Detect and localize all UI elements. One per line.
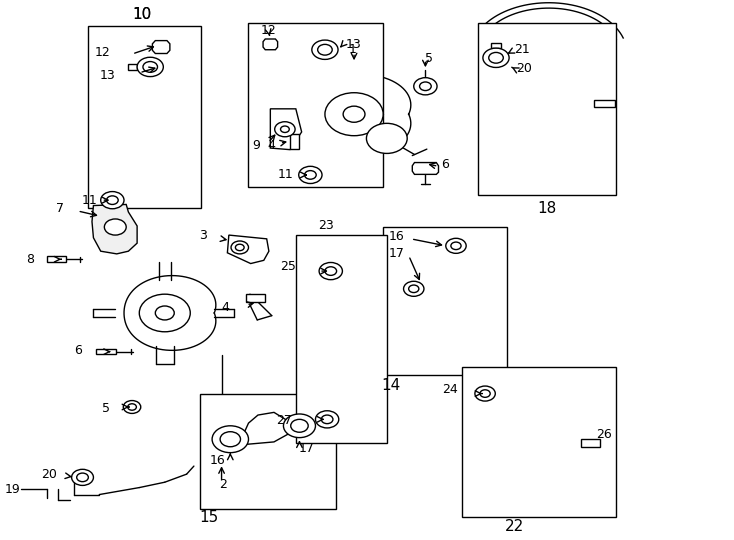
Circle shape bbox=[76, 473, 88, 482]
Circle shape bbox=[409, 285, 419, 293]
Circle shape bbox=[420, 82, 431, 91]
Text: 9: 9 bbox=[252, 139, 260, 152]
Circle shape bbox=[451, 242, 461, 249]
Text: 5: 5 bbox=[425, 52, 433, 65]
Text: 4: 4 bbox=[267, 139, 275, 152]
Polygon shape bbox=[47, 256, 66, 262]
Circle shape bbox=[404, 281, 424, 296]
Text: 16: 16 bbox=[389, 230, 404, 243]
Bar bbox=[290, 133, 299, 148]
Text: 10: 10 bbox=[132, 8, 151, 22]
Text: 20: 20 bbox=[41, 468, 57, 481]
Text: 26: 26 bbox=[596, 428, 611, 441]
Text: 2: 2 bbox=[219, 478, 227, 491]
Bar bbox=[249, 23, 383, 187]
Circle shape bbox=[104, 219, 126, 235]
Text: 6: 6 bbox=[74, 343, 81, 356]
Polygon shape bbox=[595, 100, 614, 107]
Bar bbox=[296, 235, 387, 443]
Text: 24: 24 bbox=[442, 383, 457, 396]
Text: 10: 10 bbox=[132, 8, 151, 22]
Text: 13: 13 bbox=[345, 38, 361, 51]
Circle shape bbox=[446, 238, 466, 253]
Text: 17: 17 bbox=[299, 442, 315, 455]
Circle shape bbox=[305, 171, 316, 179]
Circle shape bbox=[139, 294, 190, 332]
Polygon shape bbox=[581, 438, 600, 447]
Polygon shape bbox=[270, 109, 302, 150]
Text: 12: 12 bbox=[261, 24, 277, 37]
Polygon shape bbox=[96, 349, 116, 354]
Text: 14: 14 bbox=[381, 378, 400, 393]
Circle shape bbox=[299, 166, 322, 184]
Text: 21: 21 bbox=[515, 43, 530, 56]
Text: 11: 11 bbox=[277, 168, 294, 181]
Circle shape bbox=[489, 52, 504, 63]
Circle shape bbox=[291, 420, 308, 432]
Circle shape bbox=[128, 404, 137, 410]
Bar bbox=[478, 23, 616, 195]
Bar bbox=[88, 25, 201, 208]
Text: 15: 15 bbox=[199, 510, 218, 525]
Circle shape bbox=[319, 262, 342, 280]
Text: 27: 27 bbox=[276, 414, 292, 427]
Circle shape bbox=[312, 40, 338, 59]
Circle shape bbox=[321, 415, 333, 424]
Polygon shape bbox=[228, 235, 269, 264]
Text: 22: 22 bbox=[504, 519, 524, 534]
Bar bbox=[491, 43, 501, 48]
Bar bbox=[462, 367, 616, 517]
Text: 7: 7 bbox=[56, 202, 64, 215]
Text: 3: 3 bbox=[199, 228, 207, 241]
Polygon shape bbox=[92, 205, 137, 254]
Circle shape bbox=[101, 192, 124, 209]
Circle shape bbox=[283, 414, 316, 437]
Bar bbox=[383, 227, 507, 375]
Circle shape bbox=[480, 390, 490, 397]
Text: 19: 19 bbox=[5, 483, 21, 496]
Circle shape bbox=[318, 44, 333, 55]
Circle shape bbox=[483, 48, 509, 68]
Polygon shape bbox=[244, 413, 288, 444]
Text: 5: 5 bbox=[102, 402, 110, 415]
Circle shape bbox=[231, 241, 249, 254]
Circle shape bbox=[366, 123, 407, 153]
Circle shape bbox=[280, 126, 289, 132]
Polygon shape bbox=[413, 163, 438, 174]
Circle shape bbox=[137, 57, 164, 77]
Text: 4: 4 bbox=[222, 301, 230, 314]
Circle shape bbox=[475, 386, 495, 401]
Text: 8: 8 bbox=[26, 253, 34, 266]
Bar bbox=[247, 294, 264, 302]
Text: 25: 25 bbox=[280, 260, 296, 273]
Polygon shape bbox=[153, 40, 170, 53]
Circle shape bbox=[236, 244, 244, 251]
Circle shape bbox=[143, 62, 158, 72]
Text: 20: 20 bbox=[517, 62, 532, 75]
Circle shape bbox=[343, 106, 365, 122]
Circle shape bbox=[414, 78, 437, 95]
Circle shape bbox=[212, 426, 249, 453]
Text: 6: 6 bbox=[441, 158, 449, 171]
Circle shape bbox=[325, 267, 337, 275]
Text: 23: 23 bbox=[318, 219, 333, 232]
Text: 12: 12 bbox=[95, 46, 110, 59]
Polygon shape bbox=[263, 39, 277, 50]
Circle shape bbox=[156, 306, 174, 320]
Text: 18: 18 bbox=[537, 201, 556, 215]
Circle shape bbox=[325, 93, 383, 136]
Text: 13: 13 bbox=[100, 69, 115, 82]
Circle shape bbox=[220, 431, 241, 447]
Circle shape bbox=[106, 196, 118, 205]
Circle shape bbox=[123, 401, 141, 414]
Bar bbox=[200, 394, 336, 509]
Text: 1: 1 bbox=[349, 43, 357, 56]
Text: 16: 16 bbox=[209, 454, 225, 467]
Circle shape bbox=[275, 122, 295, 137]
Polygon shape bbox=[128, 64, 137, 70]
Text: 17: 17 bbox=[389, 247, 405, 260]
Circle shape bbox=[316, 411, 339, 428]
Circle shape bbox=[72, 469, 93, 485]
Text: 11: 11 bbox=[81, 194, 98, 207]
